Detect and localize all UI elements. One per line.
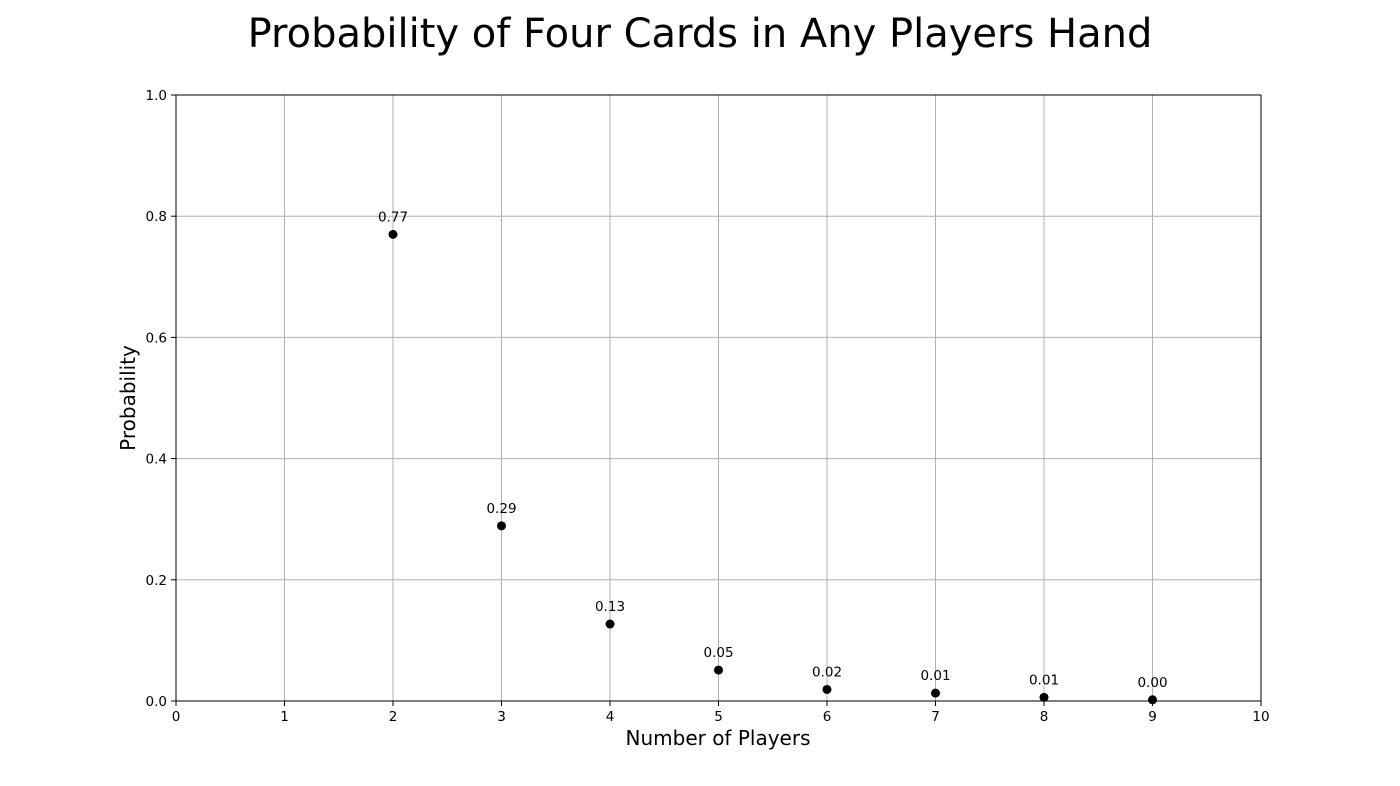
data-label: 0.13 bbox=[595, 599, 625, 615]
data-point bbox=[714, 665, 723, 675]
x-tick-label: 5 bbox=[714, 709, 723, 725]
data-label: 0.00 bbox=[1137, 675, 1167, 691]
x-tick-label: 10 bbox=[1252, 709, 1269, 725]
grid bbox=[175, 94, 1262, 702]
x-tick-label: 1 bbox=[280, 709, 289, 725]
y-tick-label: 1.0 bbox=[146, 88, 167, 104]
y-tick-label: 0.2 bbox=[146, 573, 167, 589]
x-tick-label: 9 bbox=[1148, 709, 1157, 725]
data-label: 0.29 bbox=[486, 501, 516, 517]
x-tick-label: 7 bbox=[931, 709, 940, 725]
y-tick-label: 0.4 bbox=[146, 452, 167, 468]
axis-ticks: 0 1 2 3 4 5 6 7 8 9 10 0.0 0.2 0.4 0.6 0.8 1.0 bbox=[146, 88, 1270, 725]
data-label: 0.05 bbox=[703, 645, 733, 661]
x-tick-label: 0 bbox=[172, 709, 181, 725]
y-tick-label: 0.0 bbox=[146, 694, 167, 710]
chart-title: Probability of Four Cards in Any Players… bbox=[248, 11, 1153, 57]
x-tick-label: 3 bbox=[497, 709, 506, 725]
x-axis-label: Number of Players bbox=[626, 726, 811, 750]
x-tick-label: 8 bbox=[1040, 709, 1049, 725]
y-axis-label: Probability bbox=[116, 345, 140, 451]
data-label: 0.02 bbox=[812, 664, 842, 680]
data-points: 0.77 0.29 0.13 0.05 0.02 0.01 0.01 0.00 bbox=[378, 209, 1168, 705]
x-tick-label: 6 bbox=[823, 709, 832, 725]
data-point bbox=[1039, 692, 1049, 702]
x-tick-label: 2 bbox=[389, 709, 398, 725]
data-point bbox=[1148, 695, 1157, 705]
data-point bbox=[605, 619, 615, 629]
x-tick-label: 4 bbox=[606, 709, 615, 725]
data-point bbox=[497, 521, 506, 531]
y-tick-label: 0.6 bbox=[146, 330, 167, 346]
data-label: 0.77 bbox=[378, 209, 408, 225]
data-point bbox=[931, 688, 940, 698]
data-label: 0.01 bbox=[920, 668, 950, 684]
data-point bbox=[822, 684, 832, 694]
data-label: 0.01 bbox=[1029, 672, 1059, 688]
y-tick-label: 0.8 bbox=[146, 209, 167, 225]
data-point bbox=[388, 229, 398, 239]
